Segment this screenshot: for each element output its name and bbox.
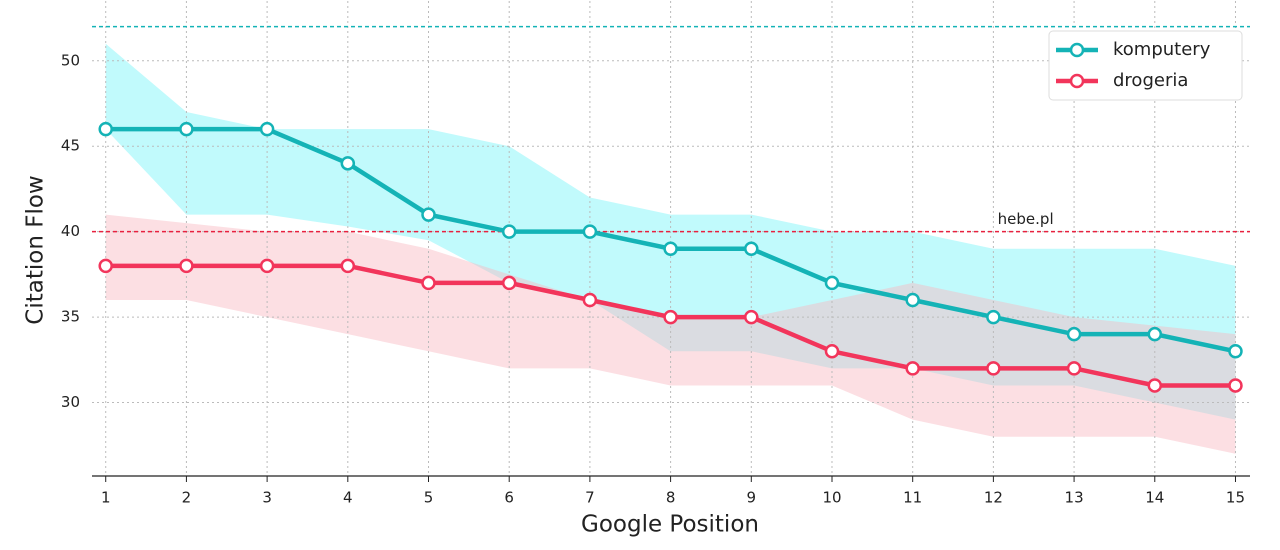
x-tick-label: 1 — [101, 489, 111, 507]
marker — [98, 258, 113, 274]
x-tick-label: 15 — [1226, 489, 1245, 507]
x-axis-label: Google Position — [581, 512, 759, 538]
marker — [98, 121, 113, 137]
marker — [340, 156, 356, 171]
marker — [1066, 326, 1082, 342]
marker — [905, 292, 920, 308]
x-tick-label: 7 — [585, 489, 595, 507]
marker — [986, 361, 1001, 376]
x-tick-label: 2 — [182, 489, 192, 507]
marker — [501, 224, 517, 239]
y-axis-label: Citation Flow — [23, 175, 49, 324]
marker — [340, 258, 356, 274]
y-tick-label: 35 — [61, 308, 80, 326]
x-tick-label: 3 — [262, 489, 272, 507]
legend-label: komputery — [1113, 39, 1211, 60]
marker — [1066, 361, 1082, 376]
marker — [179, 258, 194, 274]
x-tick-label: 5 — [424, 489, 434, 507]
y-tick-label: 50 — [61, 51, 80, 69]
marker — [1147, 378, 1163, 393]
x-tick-label: 11 — [903, 489, 922, 507]
x-tick-label: 4 — [343, 489, 353, 507]
x-tick-label: 9 — [747, 489, 757, 507]
y-tick-label: 40 — [61, 222, 80, 240]
x-tick-label: 6 — [504, 489, 514, 507]
x-tick-label: 14 — [1145, 489, 1164, 507]
legend-marker — [1069, 42, 1085, 58]
marker — [582, 292, 598, 308]
marker — [421, 275, 436, 291]
x-tick-label: 10 — [822, 489, 841, 507]
marker — [1228, 344, 1243, 359]
marker — [824, 344, 840, 359]
y-tick-label: 45 — [61, 137, 80, 155]
marker — [1228, 378, 1243, 393]
marker — [259, 121, 275, 137]
marker — [421, 207, 436, 222]
x-tick-label: 8 — [666, 489, 676, 507]
marker — [179, 121, 194, 137]
marker — [582, 224, 598, 239]
marker — [744, 309, 759, 325]
marker — [1147, 326, 1163, 342]
reference-label: hebe.pl — [998, 210, 1054, 228]
marker — [259, 258, 275, 274]
legend-label: drogeria — [1113, 70, 1188, 91]
marker — [663, 241, 678, 257]
marker — [663, 309, 678, 325]
x-tick-label: 12 — [984, 489, 1003, 507]
y-tick-label: 30 — [61, 393, 80, 411]
legend-marker — [1069, 73, 1085, 89]
marker — [824, 275, 840, 291]
legend: komputery drogeria — [1048, 30, 1243, 101]
marker — [986, 309, 1001, 325]
marker — [905, 361, 920, 376]
x-tick-label: 13 — [1065, 489, 1084, 507]
marker — [501, 275, 517, 291]
marker — [744, 241, 759, 257]
